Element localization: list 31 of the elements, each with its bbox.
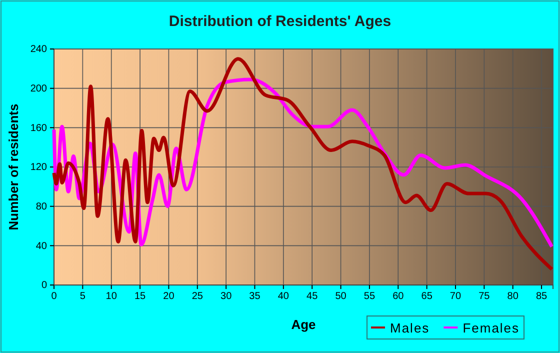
x-tick-label: 10 [106, 291, 118, 302]
y-tick-label: 80 [36, 202, 48, 213]
x-tick-label: 70 [450, 291, 462, 302]
x-tick-label: 15 [134, 291, 146, 302]
x-tick-label: 30 [220, 291, 232, 302]
x-tick-label: 60 [392, 291, 404, 302]
y-tick-label: 160 [30, 122, 48, 134]
line-series [52, 57, 554, 272]
x-tick-label: 45 [306, 291, 318, 302]
legend-label: Females [462, 320, 520, 336]
y-axis-title: Number of residents [6, 104, 21, 230]
x-tick-label: 65 [421, 291, 433, 302]
x-tick-label: 50 [335, 291, 347, 302]
y-tick-label: 200 [30, 84, 48, 95]
x-axis-title: Age [291, 317, 316, 332]
y-tick-label: 240 [30, 44, 48, 56]
x-tick-label: 25 [192, 291, 204, 302]
x-tick-label: 20 [163, 291, 175, 302]
x-tick-label: 85 [536, 291, 548, 302]
x-tick-label: 5 [80, 291, 86, 302]
legend-label: Males [390, 320, 430, 336]
y-tick-label: 40 [36, 240, 48, 252]
x-tick-label: 40 [278, 291, 290, 302]
y-tick-label: 0 [41, 280, 48, 292]
x-tick-label: 35 [249, 291, 261, 302]
chart-title: Distribution of Residents' Ages [168, 13, 392, 30]
y-tick-label: 120 [30, 162, 48, 174]
x-tick-label: 55 [364, 291, 376, 302]
x-tick-label: 75 [478, 291, 490, 302]
x-tick-label: 80 [507, 291, 519, 302]
x-tick-label: 0 [51, 291, 58, 302]
